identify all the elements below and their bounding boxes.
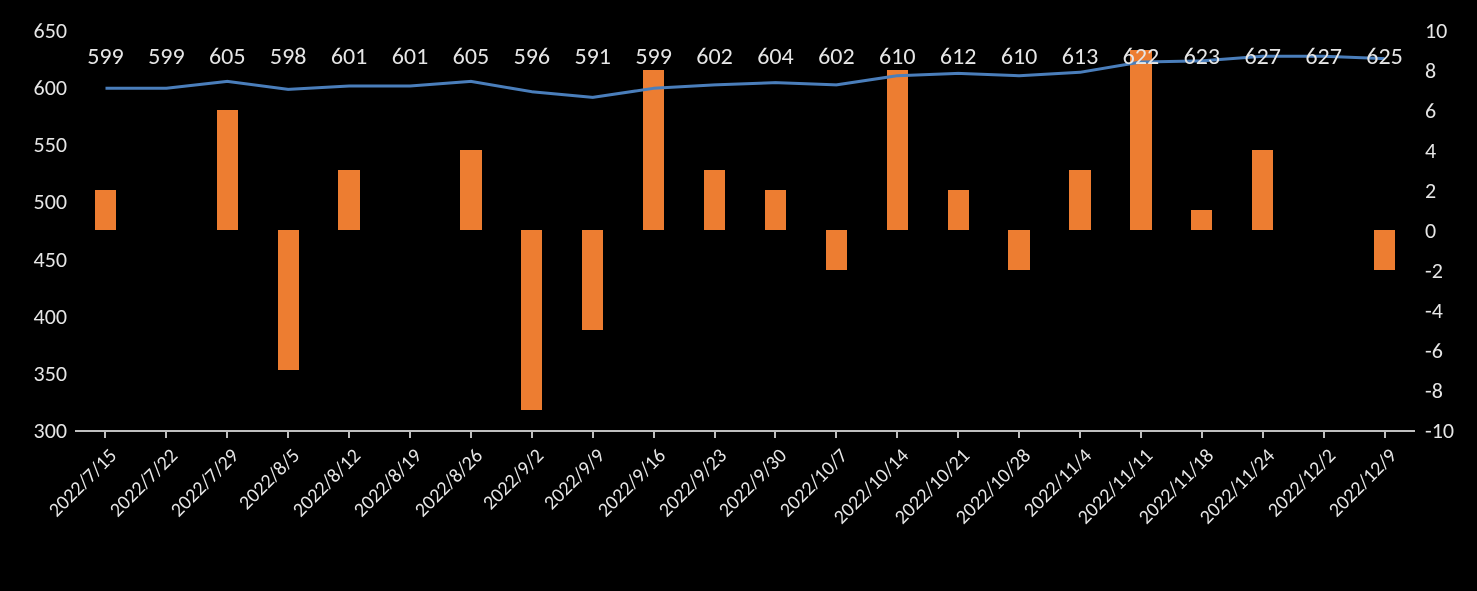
line-data-label: 623 [1172,42,1232,71]
line-data-label: 599 [136,42,196,71]
x-tick-mark [653,430,655,438]
line-data-label: 627 [1233,42,1293,71]
line-data-label: 627 [1294,42,1354,71]
line-data-label: 612 [928,42,988,71]
line-data-label: 596 [502,42,562,71]
line-data-label: 601 [319,42,379,71]
x-tick-mark [348,430,350,438]
x-tick-mark [714,430,716,438]
line-data-label: 599 [624,42,684,71]
x-tick-mark [409,430,411,438]
x-tick-mark [1079,430,1081,438]
line-data-label: 591 [563,42,623,71]
line-data-label: 622 [1111,42,1171,71]
x-tick-mark [1018,430,1020,438]
line-data-label: 602 [806,42,866,71]
x-tick-mark [165,430,167,438]
x-tick-mark [531,430,533,438]
line-data-label: 601 [380,42,440,71]
line-data-label: 625 [1355,42,1415,71]
line-data-label: 613 [1050,42,1110,71]
line-data-label: 610 [867,42,927,71]
x-tick-mark [1323,430,1325,438]
x-tick-mark [1140,430,1142,438]
x-tick-mark [470,430,472,438]
x-tick-mark [957,430,959,438]
line-data-label: 610 [989,42,1049,71]
line-data-label: 605 [197,42,257,71]
line-data-label: 602 [685,42,745,71]
line-data-label: 604 [745,42,805,71]
x-tick-mark [835,430,837,438]
x-tick-mark [226,430,228,438]
line-data-label: 598 [258,42,318,71]
line-data-label: 599 [75,42,135,71]
x-tick-mark [592,430,594,438]
x-tick-mark [1262,430,1264,438]
x-tick-mark [896,430,898,438]
line-data-label: 605 [441,42,501,71]
x-tick-mark [774,430,776,438]
x-tick-mark [104,430,106,438]
combo-chart: 300350400450500550600650-10-8-6-4-202468… [0,0,1477,591]
x-tick-mark [1384,430,1386,438]
x-tick-mark [287,430,289,438]
x-tick-mark [1201,430,1203,438]
